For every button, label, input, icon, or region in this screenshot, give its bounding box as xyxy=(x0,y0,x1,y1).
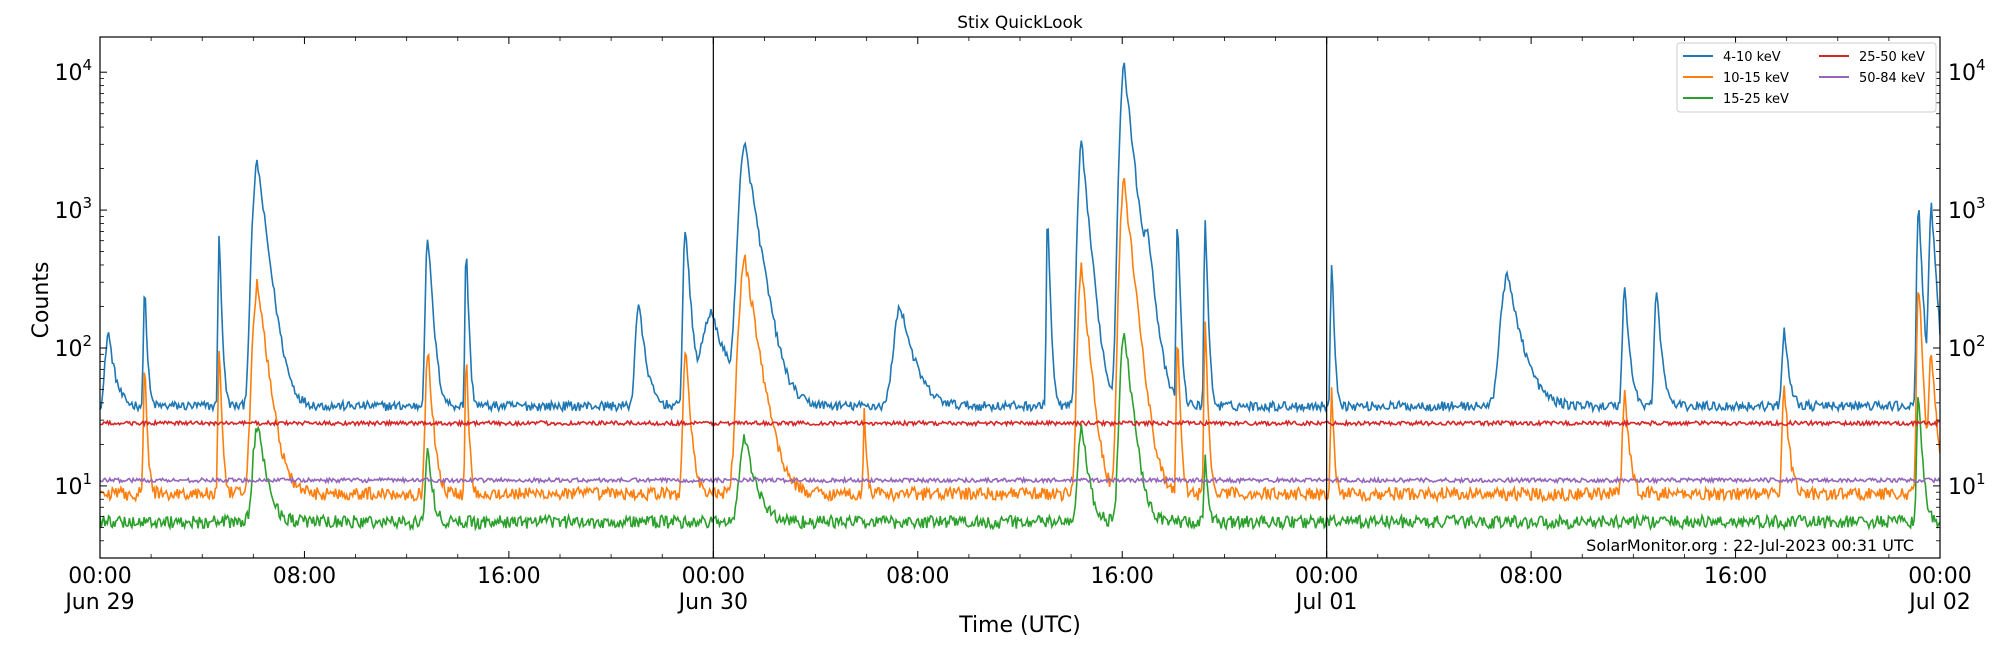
legend-label: 50-84 keV xyxy=(1859,71,1925,86)
y-tick-label: 102 xyxy=(1948,332,1986,362)
credit-text: SolarMonitor.org : 22-Jul-2023 00:31 UTC xyxy=(1586,536,1914,555)
y-tick-label: 103 xyxy=(54,194,92,224)
y-tick-label-text: 104 xyxy=(1948,56,1986,86)
legend-label: 15-25 keV xyxy=(1723,92,1789,107)
y-tick-exp: 3 xyxy=(82,194,92,212)
y-tick-label: 102 xyxy=(54,332,92,362)
legend-frame xyxy=(1676,42,1937,113)
legend-label: 25-50 keV xyxy=(1859,50,1925,65)
x-tick-label: 00:00 xyxy=(68,564,131,589)
y-tick-exp: 4 xyxy=(82,56,92,74)
y-tick-label-text: 101 xyxy=(54,470,92,500)
y-tick-exp: 1 xyxy=(1976,470,1986,488)
x-axis-label: Time (UTC) xyxy=(958,613,1081,638)
legend-item: 50-84 keV xyxy=(1819,71,1925,86)
y-tick-label: 104 xyxy=(1948,56,1986,86)
x-tick-label: 08:00 xyxy=(1499,564,1562,589)
y-tick-base: 10 xyxy=(54,61,82,86)
series-line-50-84-kev xyxy=(100,475,1940,485)
series-line-4-10-kev xyxy=(100,62,1940,414)
legend-item: 4-10 keV xyxy=(1683,50,1781,65)
y-axis-label: Counts xyxy=(29,262,54,339)
y-tick-exp: 3 xyxy=(1976,194,1986,212)
y-tick-base: 10 xyxy=(1948,337,1976,362)
x-tick-label: 00:00 xyxy=(1908,564,1971,589)
chart-title: Stix QuickLook xyxy=(957,13,1083,33)
y-tick-base: 10 xyxy=(1948,61,1976,86)
legend-label: 10-15 keV xyxy=(1723,71,1789,86)
series-line-10-15-kev xyxy=(100,177,1940,504)
y-tick-label-text: 103 xyxy=(1948,194,1986,224)
y-tick-exp: 1 xyxy=(82,470,92,488)
y-tick-label-text: 104 xyxy=(54,56,92,86)
series-line-25-50-kev xyxy=(100,418,1940,428)
y-tick-base: 10 xyxy=(54,199,82,224)
x-tick-label: 00:00 xyxy=(682,564,745,589)
x-tick-label: Jul 02 xyxy=(1907,590,1971,615)
y-tick-base: 10 xyxy=(54,337,82,362)
legend-item: 25-50 keV xyxy=(1819,50,1925,65)
legend-item: 10-15 keV xyxy=(1683,71,1789,86)
axis-ticks xyxy=(99,37,1941,559)
y-tick-label: 104 xyxy=(54,56,92,86)
y-tick-base: 10 xyxy=(54,475,82,500)
y-tick-label: 101 xyxy=(1948,470,1986,500)
y-tick-base: 10 xyxy=(1948,199,1976,224)
x-tick-label: Jul 01 xyxy=(1294,590,1358,615)
x-tick-label: 08:00 xyxy=(273,564,336,589)
x-tick-label: 00:00 xyxy=(1295,564,1358,589)
x-tick-label: Jun 29 xyxy=(63,590,134,615)
y-tick-label-text: 102 xyxy=(54,332,92,362)
series-line-15-25-kev xyxy=(100,333,1940,532)
y-tick-exp: 4 xyxy=(1976,56,1986,74)
x-tick-label: 16:00 xyxy=(1091,564,1154,589)
series-lines xyxy=(100,62,1940,532)
y-tick-label: 101 xyxy=(54,470,92,500)
y-tick-label-text: 103 xyxy=(54,194,92,224)
y-tick-label: 103 xyxy=(1948,194,1986,224)
y-tick-exp: 2 xyxy=(1976,332,1986,350)
x-tick-label: 08:00 xyxy=(886,564,949,589)
y-tick-label-text: 101 xyxy=(1948,470,1986,500)
legend-label: 4-10 keV xyxy=(1723,50,1781,65)
plot-area xyxy=(99,36,1941,559)
legend-item: 15-25 keV xyxy=(1683,92,1789,107)
x-tick-label: 16:00 xyxy=(1704,564,1767,589)
x-tick-label: 16:00 xyxy=(477,564,540,589)
y-tick-exp: 2 xyxy=(82,332,92,350)
y-tick-base: 10 xyxy=(1948,475,1976,500)
x-tick-label: Jun 30 xyxy=(677,590,748,615)
day-boundary-lines xyxy=(712,37,1328,558)
legend: 4-10 keV 10-15 keV 15-25 keV 25-50 keV 50-84… xyxy=(1676,42,1937,113)
y-tick-label-text: 102 xyxy=(1948,332,1986,362)
